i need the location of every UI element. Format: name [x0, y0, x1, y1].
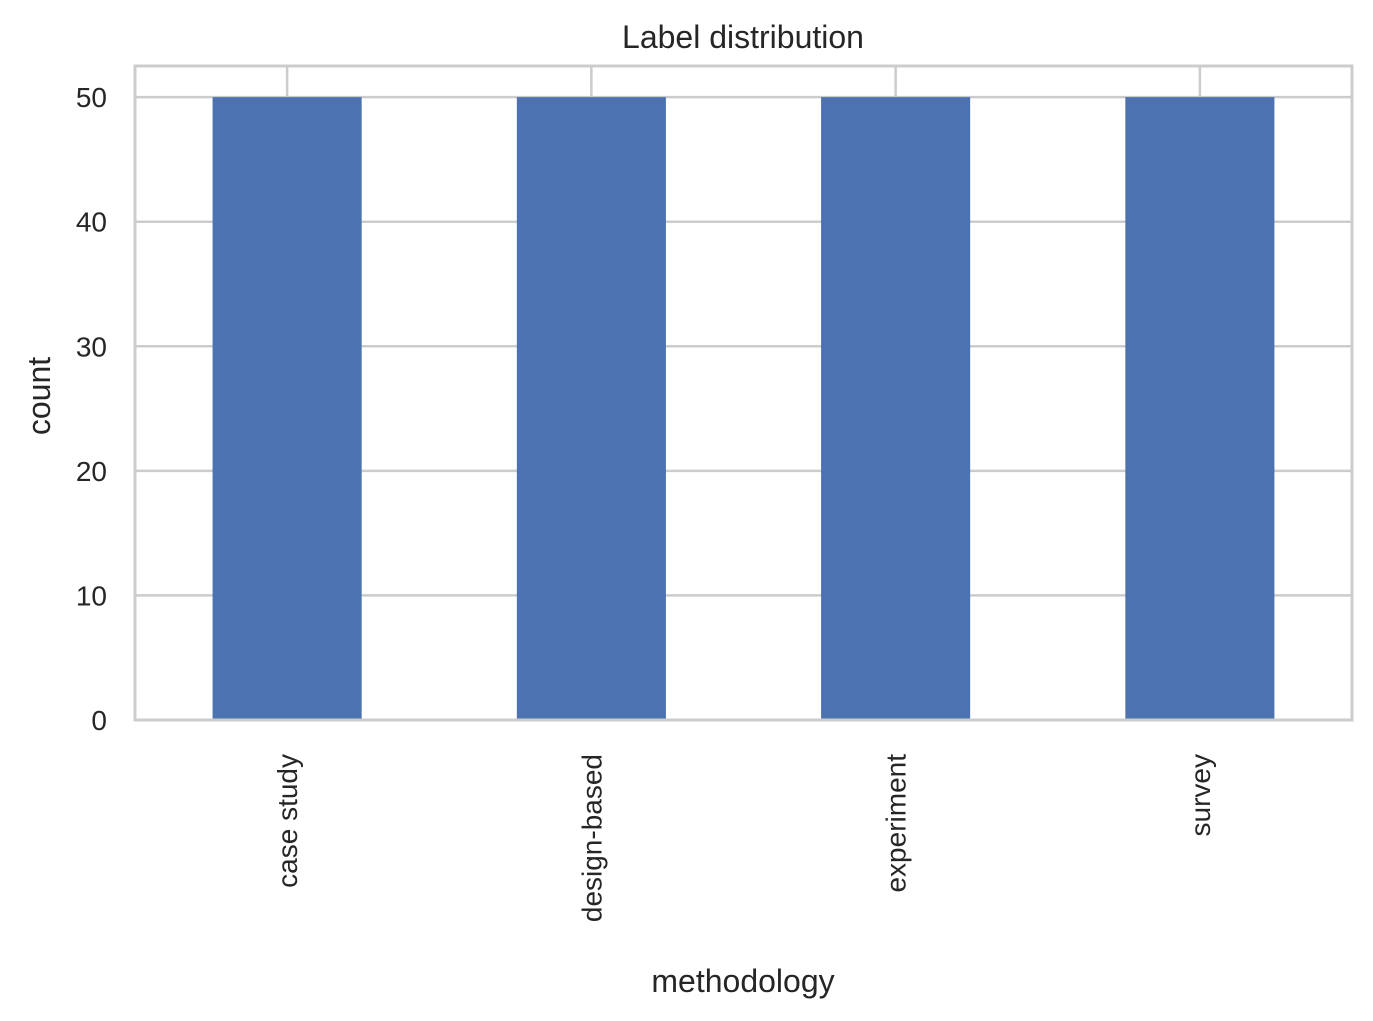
- x-tick-label: case study: [272, 754, 303, 888]
- y-tick-label: 0: [91, 705, 107, 736]
- bar-survey: [1125, 97, 1275, 720]
- x-axis-label: methodology: [651, 963, 834, 999]
- y-tick-label: 20: [76, 456, 107, 487]
- bars: [212, 97, 1275, 720]
- bar-design-based: [516, 97, 666, 720]
- bar-experiment: [821, 97, 971, 720]
- x-tick-labels: case study design-based experiment survey: [272, 754, 1216, 922]
- y-axis-label: count: [21, 357, 57, 435]
- y-tick-labels: 0 10 20 30 40 50: [76, 82, 107, 736]
- y-tick-label: 50: [76, 82, 107, 113]
- plot-frame: [133, 64, 1354, 722]
- y-tick-label: 10: [76, 580, 107, 611]
- x-tick-label: survey: [1185, 754, 1216, 836]
- bar-case-study: [212, 97, 362, 720]
- chart-title: Label distribution: [622, 19, 864, 55]
- x-tick-label: experiment: [881, 754, 912, 893]
- y-tick-label: 40: [76, 207, 107, 238]
- y-tick-label: 30: [76, 331, 107, 362]
- x-tick-label: design-based: [576, 754, 607, 922]
